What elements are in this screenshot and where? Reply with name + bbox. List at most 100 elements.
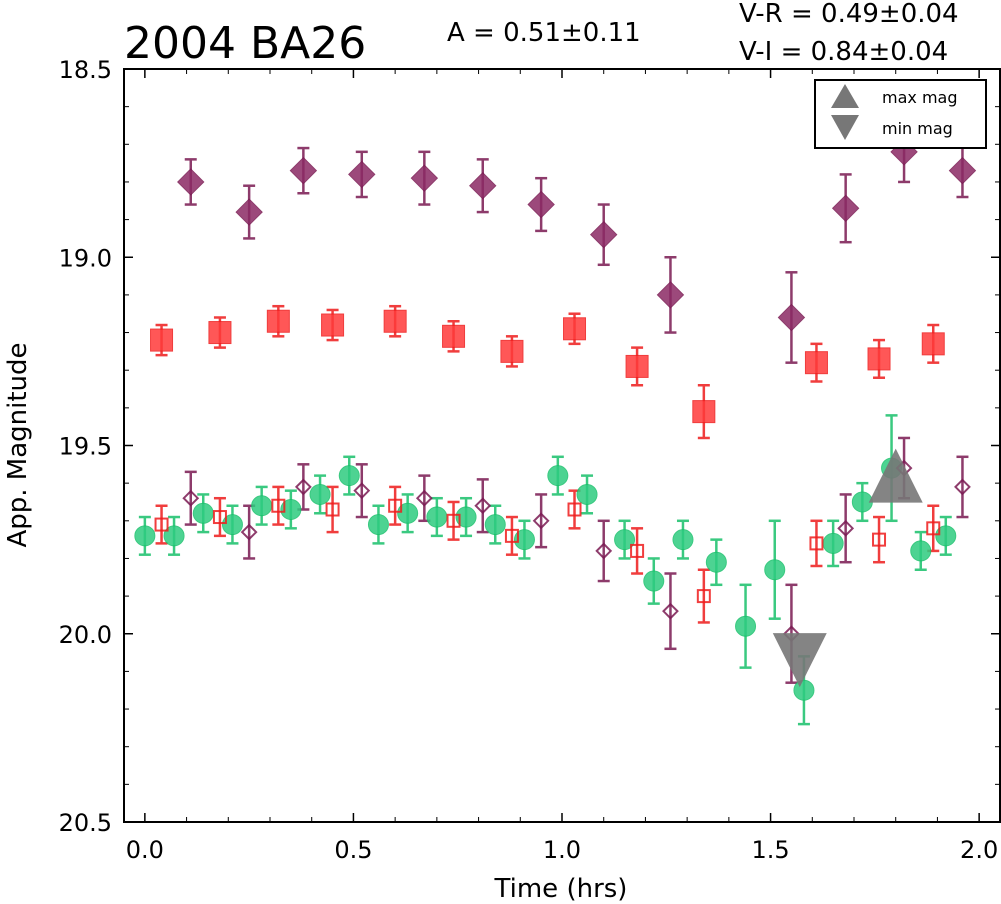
y-tick-label: 20.0	[59, 621, 112, 649]
data-point-circle	[455, 506, 477, 528]
axis-ticks: 0.0 0.5 1.0 1.5 2.0 18.5 19.0 19.5 20.0 20.5	[59, 56, 1000, 864]
data-point-square	[388, 498, 403, 513]
data-point-circle	[309, 483, 331, 505]
data-point-square	[921, 332, 945, 356]
data-point-circle	[910, 540, 932, 562]
data-point-square	[630, 543, 645, 558]
error-bar	[155, 504, 168, 545]
data-point-circle	[705, 551, 727, 573]
data-point-circle	[614, 529, 636, 551]
data-point-diamond	[954, 478, 971, 496]
data-point-diamond	[662, 602, 679, 620]
data-point-circle	[397, 502, 419, 524]
data-point-diamond	[527, 190, 555, 219]
data-point-circle	[793, 679, 815, 701]
data-point-square	[442, 324, 466, 348]
data-point-circle	[484, 514, 506, 536]
error-bar	[839, 493, 852, 564]
data-point-square	[150, 328, 174, 352]
max-mag-marker	[868, 448, 923, 503]
error-bar	[243, 504, 256, 560]
data-point-diamond	[177, 168, 205, 196]
data-point-diamond	[948, 156, 977, 185]
data-point-circle	[513, 529, 535, 551]
y-tick-label: 19.0	[59, 244, 112, 272]
data-point-square	[321, 313, 345, 337]
data-point-circle	[221, 514, 243, 536]
data-point-square	[809, 536, 824, 551]
y-tick-label: 20.5	[59, 809, 112, 837]
data-point-diamond	[474, 497, 492, 515]
error-bar	[664, 572, 677, 651]
data-point-diamond	[590, 220, 618, 249]
data-point-square	[696, 589, 711, 604]
data-point-diamond	[532, 512, 550, 530]
error-bar	[597, 519, 610, 583]
max-mag-legend-icon	[831, 84, 859, 108]
data-point-square	[504, 528, 519, 543]
data-point-diamond	[837, 519, 855, 537]
data-point-square	[383, 309, 407, 333]
v-i-annotation: V-I = 0.84±0.04	[739, 37, 948, 67]
data-point-square	[271, 498, 286, 513]
amplitude-annotation: A = 0.51±0.11	[447, 18, 641, 48]
data-point-square	[500, 339, 524, 363]
data-point-square	[625, 354, 649, 378]
data-point-square	[926, 521, 941, 536]
data-point-circle	[134, 525, 156, 547]
legend-label-min-mag: min mag	[882, 119, 953, 138]
data-point-circle	[547, 465, 569, 487]
data-point-square	[867, 347, 891, 371]
y-axis-label: App. Magnitude	[3, 342, 33, 547]
error-bar	[447, 500, 460, 541]
data-point-circle	[192, 502, 214, 524]
data-point-circle	[735, 615, 757, 637]
v-r-annotation: V-R = 0.49±0.04	[739, 0, 959, 29]
data-point-circle	[764, 559, 786, 581]
chart-title: 2004 BA26	[124, 18, 366, 69]
error-bar	[297, 463, 310, 511]
data-point-circle	[251, 495, 273, 517]
error-bar	[873, 515, 886, 564]
data-point-diamond	[289, 156, 318, 185]
data-point-diamond	[182, 489, 200, 507]
error-bar	[272, 485, 285, 526]
error-bar	[927, 504, 940, 553]
data-point-diamond	[595, 542, 613, 560]
data-point-square	[154, 517, 169, 532]
plot-frame	[123, 68, 1001, 823]
data-point-circle	[338, 465, 360, 487]
error-bar	[505, 515, 518, 556]
data-point-square	[567, 502, 582, 517]
data-point-square	[872, 532, 887, 547]
error-bar	[184, 470, 197, 526]
min-mag-legend-icon	[831, 115, 859, 140]
data-point-circle	[576, 483, 598, 505]
data-point-diamond	[656, 281, 685, 309]
x-tick-label: 0.0	[126, 836, 164, 864]
data-point-diamond	[831, 194, 860, 223]
data-point-diamond	[415, 489, 433, 507]
y-tick-label: 18.5	[59, 56, 112, 84]
data-point-diamond	[235, 198, 263, 226]
data-point-circle	[426, 506, 448, 528]
data-point-diamond	[294, 478, 312, 496]
x-tick-label: 0.5	[334, 836, 372, 864]
x-axis-label: Time (hrs)	[494, 874, 628, 904]
data-point-circle	[367, 514, 389, 536]
data-point-square	[692, 400, 716, 424]
x-tick-label: 2.0	[960, 836, 998, 864]
x-tick-label: 1.0	[543, 836, 581, 864]
error-bar	[355, 463, 368, 519]
data-markers	[134, 138, 977, 701]
data-point-circle	[280, 499, 302, 521]
data-point-diamond	[777, 303, 806, 332]
error-bar	[326, 485, 339, 534]
data-point-square	[804, 351, 828, 375]
data-point-circle	[935, 525, 957, 547]
data-point-square	[563, 317, 587, 341]
data-point-diamond	[348, 160, 376, 189]
error-bar	[631, 527, 644, 575]
y-tick-label: 19.5	[59, 433, 112, 461]
